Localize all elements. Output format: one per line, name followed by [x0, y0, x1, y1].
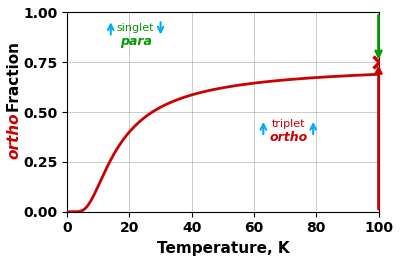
Text: Fraction: Fraction	[7, 37, 22, 112]
Text: singlet: singlet	[117, 23, 154, 33]
Text: para: para	[120, 35, 152, 48]
Text: triplet: triplet	[272, 119, 305, 129]
Text: ortho: ortho	[7, 112, 22, 159]
Text: ortho: ortho	[269, 130, 307, 144]
X-axis label: Temperature, K: Temperature, K	[156, 241, 289, 256]
